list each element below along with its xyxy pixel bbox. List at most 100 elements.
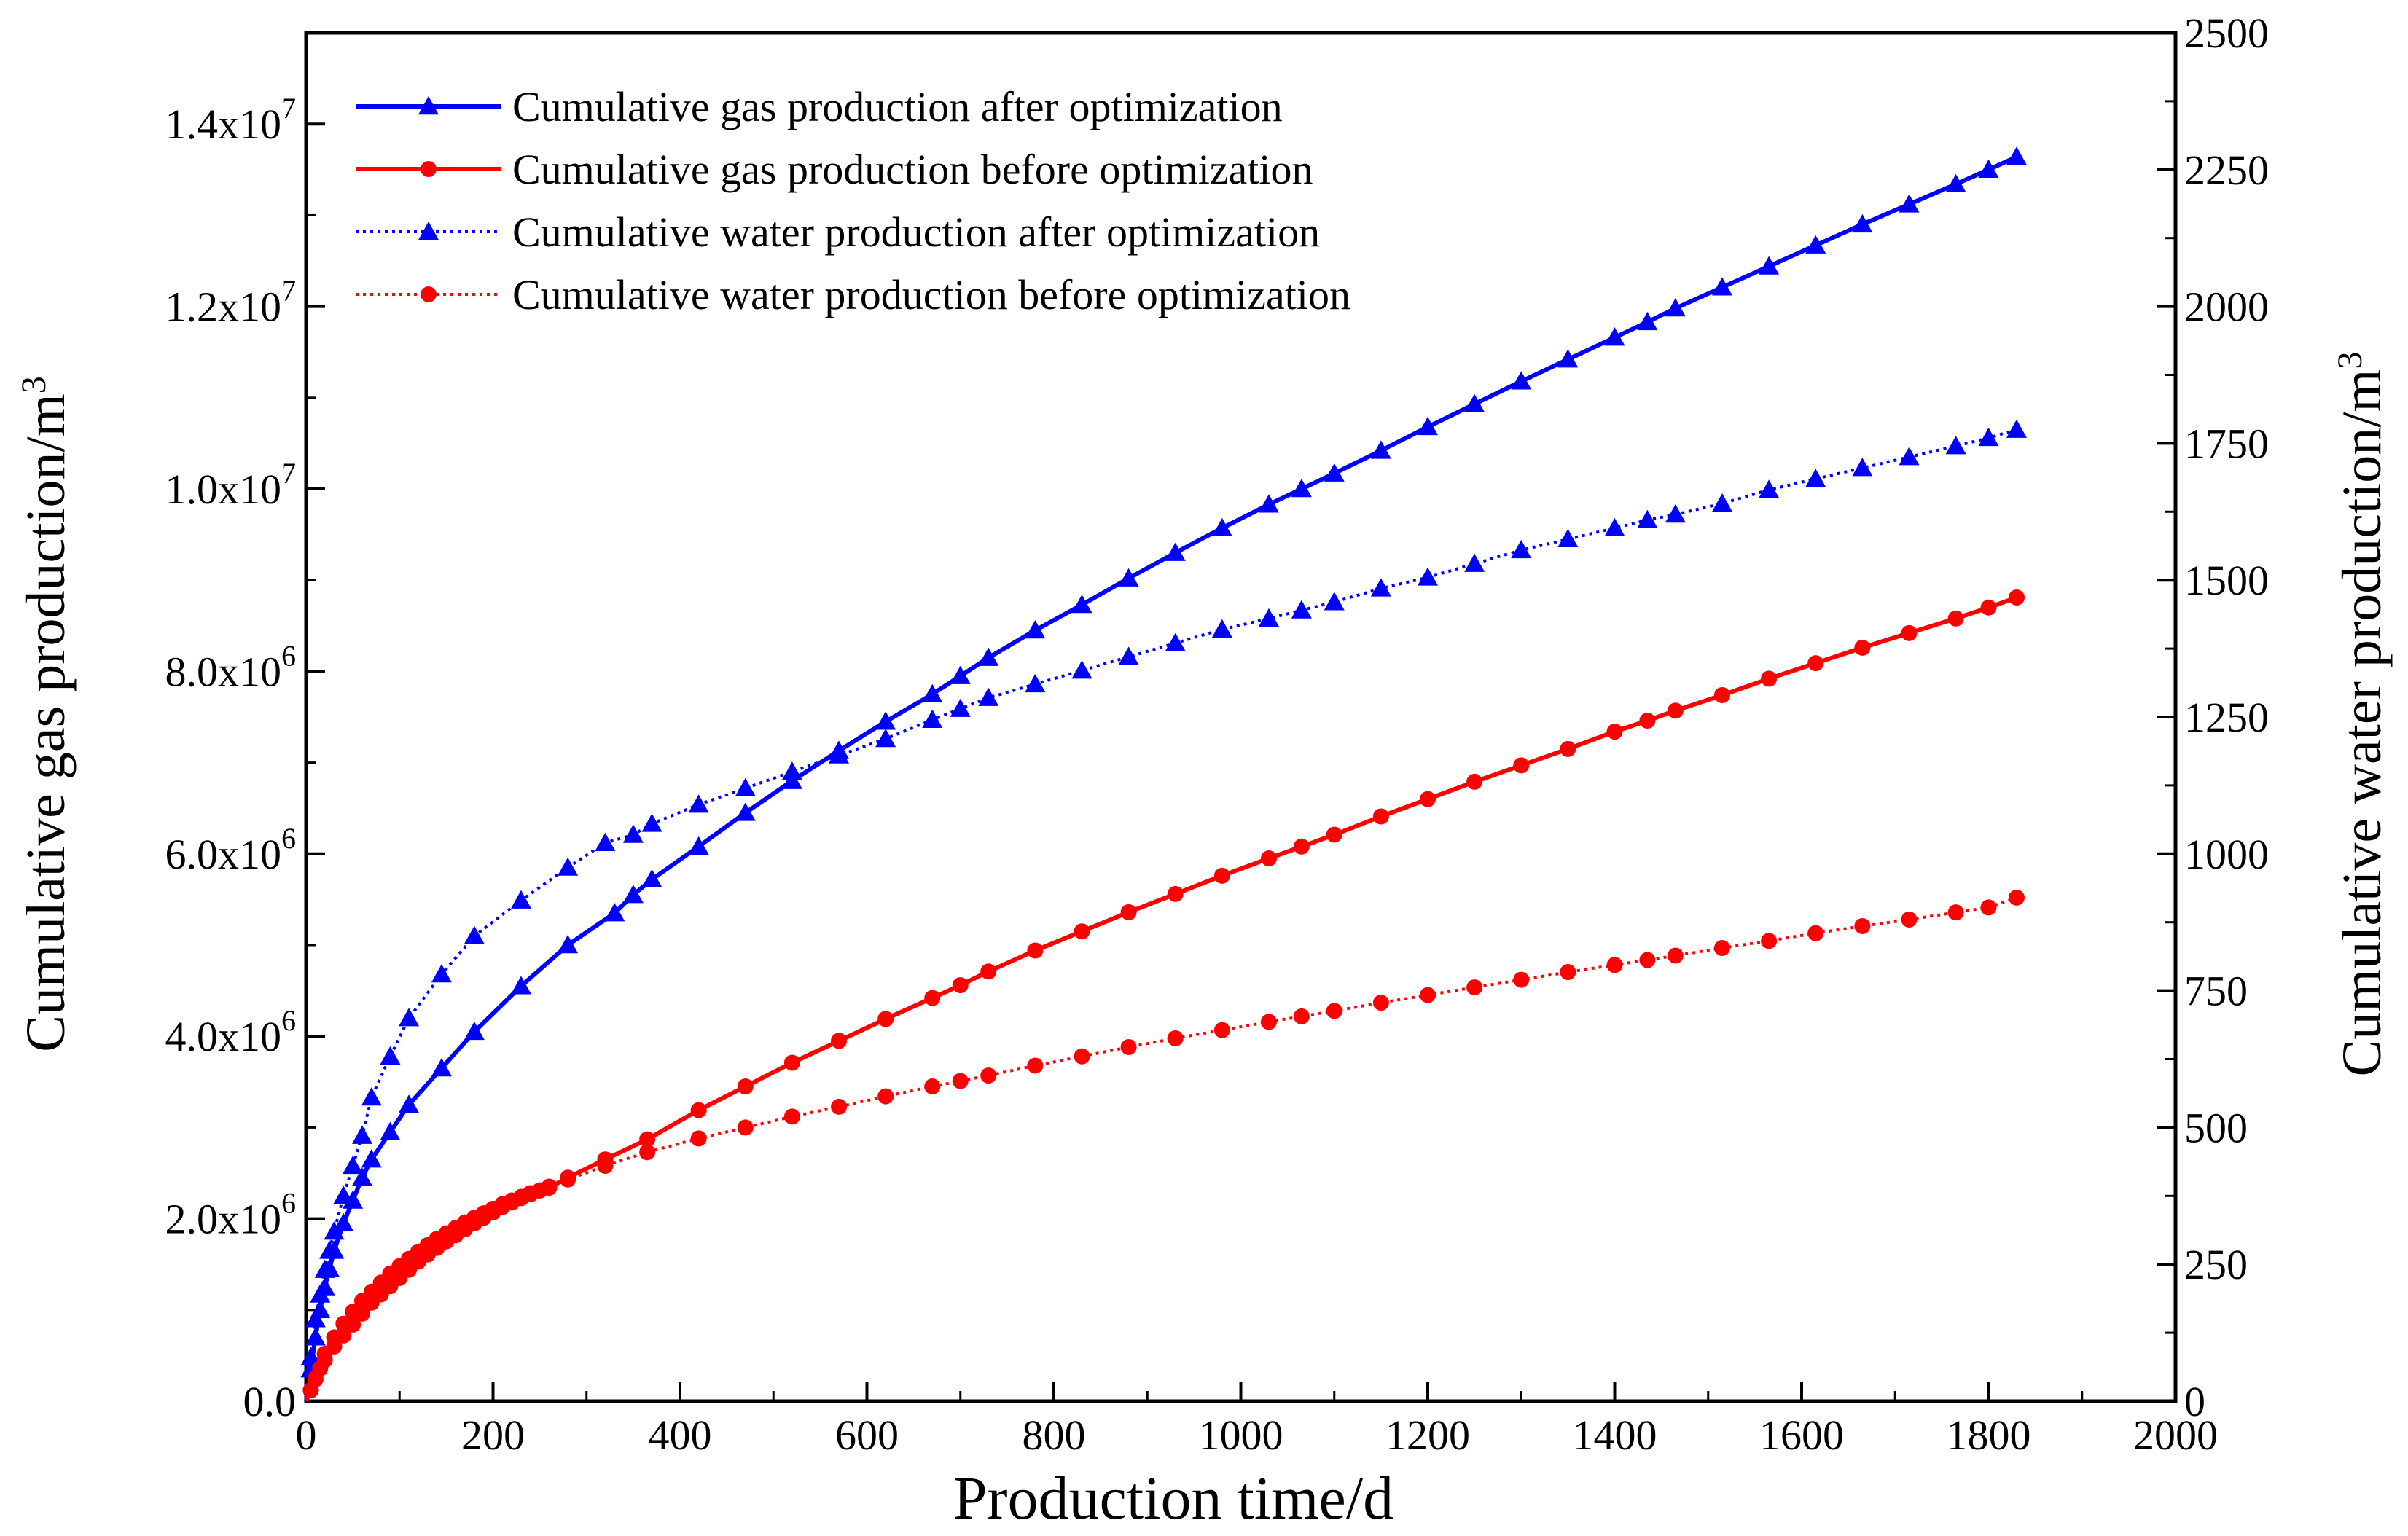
legend-label: Cumulative gas production after optimiza… xyxy=(512,83,1283,130)
data-point xyxy=(510,976,531,995)
data-point xyxy=(1899,194,1920,213)
data-point xyxy=(924,990,941,1006)
data-point xyxy=(380,1046,401,1065)
right-tick-label: 2250 xyxy=(2184,146,2269,194)
x-axis: 0 200 400 600 800 1000 1200 1400 1600 1800 2000 xyxy=(296,1382,2218,1459)
data-point xyxy=(1293,838,1310,855)
data-point xyxy=(361,1087,382,1106)
data-point xyxy=(737,1078,754,1095)
data-point xyxy=(319,1240,340,1259)
legend-marker xyxy=(421,161,437,177)
data-point xyxy=(1211,517,1232,537)
data-point xyxy=(1606,724,1623,740)
data-point xyxy=(1511,371,1532,390)
data-point xyxy=(399,1008,420,1027)
data-point xyxy=(1560,964,1576,981)
data-point xyxy=(735,802,756,821)
data-point xyxy=(641,869,662,888)
data-point xyxy=(310,1284,331,1303)
data-point xyxy=(1420,791,1436,807)
data-point xyxy=(690,1130,707,1147)
data-point xyxy=(639,1131,656,1148)
data-point xyxy=(380,1121,401,1140)
x-tick-label: 1400 xyxy=(1573,1411,1657,1459)
data-point xyxy=(875,711,896,730)
data-point xyxy=(1120,904,1137,920)
left-tick-label: 6.0x106 xyxy=(165,822,297,878)
legend-item: Cumulative gas production after optimiza… xyxy=(356,83,1283,130)
data-point xyxy=(1852,213,1873,233)
data-point xyxy=(1761,670,1778,687)
data-point xyxy=(1711,493,1732,512)
data-point xyxy=(1258,608,1279,627)
data-point xyxy=(783,1108,800,1125)
data-point xyxy=(622,824,644,843)
data-point xyxy=(351,1125,372,1144)
data-point xyxy=(351,1167,372,1186)
x-tick-label: 1200 xyxy=(1385,1411,1470,1459)
x-tick-label: 1000 xyxy=(1199,1411,1283,1459)
data-point xyxy=(1258,494,1279,513)
data-point xyxy=(1667,702,1684,719)
x-tick-label: 0 xyxy=(296,1411,317,1459)
data-point xyxy=(305,1327,326,1346)
data-point xyxy=(1118,568,1139,587)
legend-label: Cumulative water production before optim… xyxy=(512,271,1350,318)
data-point xyxy=(1466,773,1483,790)
right-y-axis: 0 250 500 750 1000 1250 1500 1750 2000 2250 2500 xyxy=(2157,9,2269,1425)
data-point xyxy=(831,1033,848,1049)
data-point xyxy=(431,964,452,983)
data-point xyxy=(431,1058,452,1077)
data-point xyxy=(1324,592,1345,611)
data-point xyxy=(1464,393,1485,412)
data-point xyxy=(1326,1003,1342,1019)
data-point xyxy=(333,1186,354,1204)
data-point xyxy=(558,935,579,954)
data-point xyxy=(541,1178,558,1195)
data-point xyxy=(922,683,943,702)
data-point xyxy=(595,832,616,851)
data-point xyxy=(1291,479,1312,498)
data-point xyxy=(877,1088,894,1105)
data-point xyxy=(1947,610,1964,627)
x-tick-label: 1600 xyxy=(1759,1411,1844,1459)
data-point xyxy=(305,1309,326,1328)
right-tick-label: 250 xyxy=(2184,1241,2248,1288)
data-point xyxy=(639,1144,656,1161)
x-tick-label: 600 xyxy=(835,1411,899,1459)
series-1 xyxy=(300,146,2027,1402)
right-tick-label: 500 xyxy=(2184,1104,2248,1151)
data-point xyxy=(1805,235,1826,254)
data-point xyxy=(353,1305,370,1322)
data-point xyxy=(1901,911,1918,928)
x-tick-label: 2000 xyxy=(2133,1411,2218,1459)
data-point xyxy=(1165,632,1186,651)
data-point xyxy=(1665,298,1686,317)
data-point xyxy=(1978,427,1999,447)
data-point xyxy=(1370,578,1391,597)
series-line xyxy=(305,896,2017,1402)
data-point xyxy=(333,1212,354,1232)
data-point xyxy=(1557,349,1579,368)
data-point xyxy=(922,709,943,728)
x-tick-label: 800 xyxy=(1023,1411,1086,1459)
data-point xyxy=(2008,889,2025,906)
right-tick-label: 0 xyxy=(2184,1378,2205,1425)
data-point xyxy=(690,1102,707,1118)
data-point xyxy=(1466,979,1483,996)
right-tick-label: 750 xyxy=(2184,968,2248,1015)
data-point xyxy=(1606,957,1623,973)
left-tick-label: 2.0x106 xyxy=(165,1187,297,1243)
legend: Cumulative gas production after optimiza… xyxy=(356,83,1350,318)
data-point xyxy=(688,836,709,855)
data-point xyxy=(2006,146,2027,165)
data-point xyxy=(1713,940,1730,957)
right-tick-label: 2500 xyxy=(2184,9,2269,57)
data-point xyxy=(1980,899,1997,916)
x-axis-title: Production time/d xyxy=(953,1465,1393,1532)
data-point xyxy=(1074,923,1090,940)
data-point xyxy=(1071,595,1092,614)
data-point xyxy=(1167,885,1184,902)
x-tick-label: 1800 xyxy=(1947,1411,2031,1459)
